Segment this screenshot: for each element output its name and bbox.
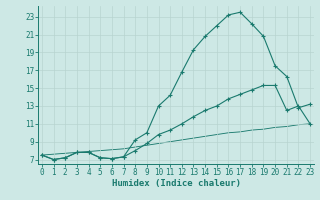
X-axis label: Humidex (Indice chaleur): Humidex (Indice chaleur) [111,179,241,188]
